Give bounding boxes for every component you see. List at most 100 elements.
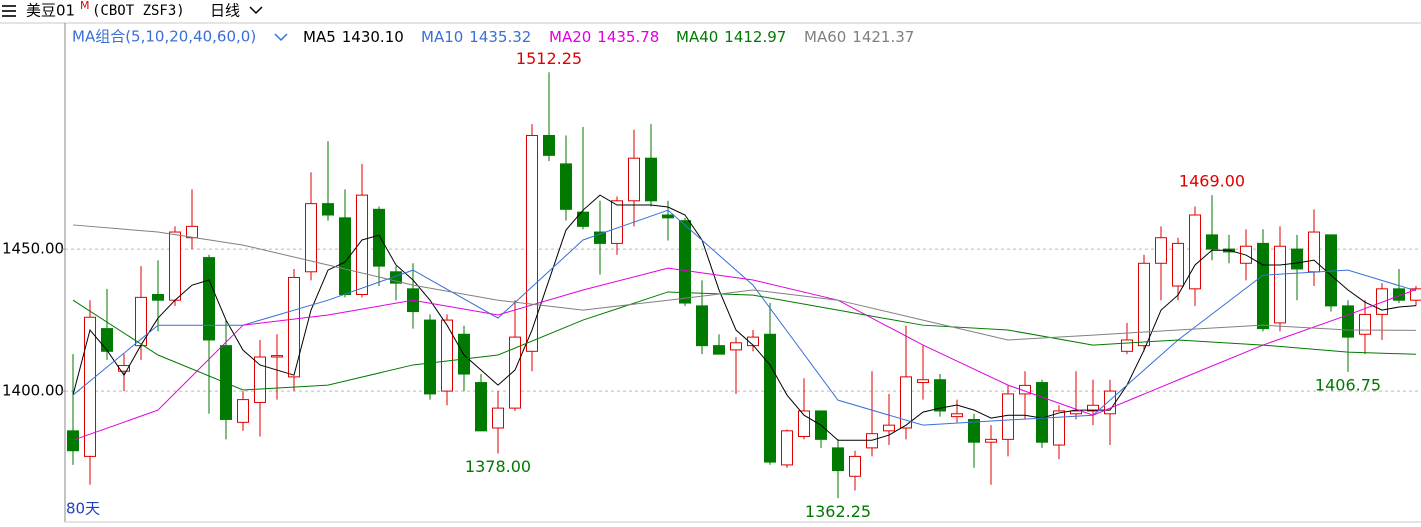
candle-body	[645, 157, 657, 202]
candle-body	[883, 424, 895, 432]
price-annotation: 1512.25	[516, 49, 582, 68]
candle-body	[509, 336, 521, 409]
legend-entry: MA40 1412.97	[676, 28, 786, 46]
legend-value: 1435.78	[597, 28, 659, 46]
legend-entry: MA60 1421.37	[804, 28, 914, 46]
candle-body	[186, 225, 198, 239]
candle-body	[730, 342, 742, 351]
legend-name: MA5	[303, 28, 336, 46]
y-tick-label: 1400.00	[2, 382, 64, 400]
candle-body	[985, 438, 997, 443]
candle-body	[441, 319, 453, 392]
candle-body	[526, 134, 538, 352]
ma-line	[72, 267, 1417, 441]
candle-body	[1325, 234, 1337, 307]
candle-body	[390, 271, 402, 284]
candle-body	[271, 355, 283, 358]
candle-body	[866, 433, 878, 449]
candle-body	[849, 455, 861, 477]
candle-body	[968, 418, 980, 443]
candle-body	[322, 203, 334, 216]
candle-body	[152, 294, 164, 301]
candle-body	[492, 407, 504, 429]
legend-entry: MA10 1435.32	[421, 28, 531, 46]
candle-body	[1410, 288, 1421, 301]
candle-body	[611, 200, 623, 244]
price-annotation: 1469.00	[1179, 172, 1245, 191]
candle-body	[475, 382, 487, 432]
candle-body	[1393, 288, 1405, 301]
candle-body	[101, 328, 113, 352]
candle-body	[1257, 242, 1269, 330]
candle-body	[1274, 245, 1286, 324]
candle-body	[1138, 262, 1150, 347]
legend-entry: MA20 1435.78	[549, 28, 659, 46]
legend-value: 1435.32	[469, 28, 531, 46]
candle-body	[1308, 231, 1320, 273]
candle-body	[118, 365, 130, 372]
chart-subtitle: (CBOT ZSF3)	[92, 3, 185, 19]
chart-title: 美豆01	[26, 2, 75, 20]
menu-icon[interactable]	[2, 5, 16, 17]
candle-body	[1070, 410, 1082, 415]
title-mark: M	[80, 0, 90, 12]
ma-line	[72, 194, 1417, 441]
candle-body	[84, 316, 96, 457]
candle-body	[594, 231, 606, 244]
legend-entry: MA5 1430.10	[303, 28, 404, 46]
candle-body	[203, 257, 215, 341]
candle-body	[917, 379, 929, 384]
candle-body	[1376, 288, 1388, 315]
candle-body	[373, 208, 385, 267]
ma-line	[72, 209, 1417, 426]
candle-body	[169, 231, 181, 301]
candle-body	[900, 376, 912, 429]
candle-body	[628, 157, 640, 202]
candle-body	[424, 319, 436, 395]
candle-body	[1002, 393, 1014, 440]
period-selector[interactable]: 日线	[210, 2, 240, 20]
ma-line	[72, 291, 1417, 391]
candle-body	[577, 211, 589, 227]
candle-body	[305, 203, 317, 273]
legend-value: 1430.10	[342, 28, 404, 46]
legend-name: MA60	[804, 28, 846, 46]
candle-body	[696, 305, 708, 347]
candle-body	[254, 356, 266, 403]
legend-value: 1421.37	[852, 28, 914, 46]
price-annotation: 1378.00	[465, 457, 531, 476]
candle-body	[237, 399, 249, 423]
candle-body	[1172, 242, 1184, 287]
candle-body	[356, 194, 368, 296]
candle-body	[781, 430, 793, 466]
candle-body	[288, 276, 300, 378]
candle-body	[951, 413, 963, 418]
candle-body	[543, 134, 555, 156]
y-tick-label: 1450.00	[2, 240, 64, 258]
ma-line	[72, 224, 1417, 341]
candle-body	[832, 447, 844, 472]
legend-name: MA10	[421, 28, 463, 46]
candle-body	[1189, 214, 1201, 290]
candle-body	[1155, 237, 1167, 264]
period-chevron[interactable]	[249, 6, 263, 15]
candle-body	[713, 345, 725, 355]
legend-name: MA20	[549, 28, 591, 46]
candle-body	[764, 333, 776, 463]
indicator-chevron[interactable]	[274, 33, 288, 42]
candle-body	[67, 430, 79, 452]
candle-body	[1087, 404, 1099, 412]
indicator-selector[interactable]: MA组合(5,10,20,40,60,0)	[72, 28, 256, 46]
candle-body	[1206, 234, 1218, 250]
candle-body	[1359, 313, 1371, 335]
candle-body	[679, 220, 691, 304]
legend-name: MA40	[676, 28, 718, 46]
candle-body	[798, 410, 810, 438]
candle-body	[934, 379, 946, 412]
legend-value: 1412.97	[724, 28, 786, 46]
candle-body	[1121, 339, 1133, 352]
candle-body	[1036, 382, 1048, 443]
candle-body	[1291, 248, 1303, 270]
